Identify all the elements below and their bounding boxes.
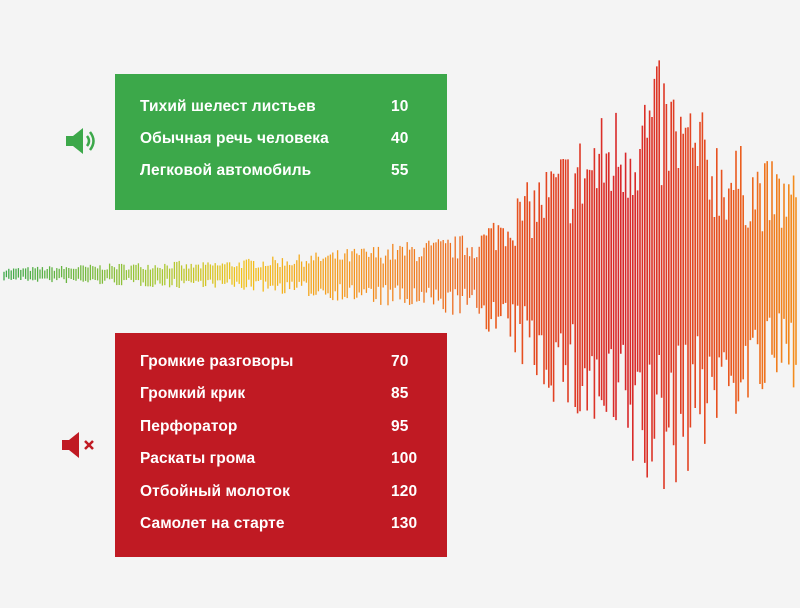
sound-label: Отбойный молоток xyxy=(140,482,290,500)
sound-label: Тихий шелест листьев xyxy=(140,98,316,115)
sound-row: Перфоратор 95 xyxy=(115,418,447,450)
sound-row: Тихий шелест листьев 10 xyxy=(115,98,447,130)
sound-value: 130 xyxy=(391,514,418,532)
sound-row: Обычная речь человека 40 xyxy=(115,130,447,162)
sound-value: 95 xyxy=(391,417,409,435)
sound-row: Легковой автомобиль 55 xyxy=(115,162,447,194)
sound-label: Громкий крик xyxy=(140,385,246,403)
sound-value: 85 xyxy=(391,385,409,403)
sound-row: Раскаты грома 100 xyxy=(115,450,447,482)
sound-value: 70 xyxy=(391,353,409,370)
quiet-sounds-panel: Тихий шелест листьев 10 Обычная речь чел… xyxy=(115,74,447,210)
sound-label: Громкие разговоры xyxy=(140,353,294,370)
loud-sounds-panel: Громкие разговоры 70 Громкий крик 85 Пер… xyxy=(115,333,447,557)
sound-row: Самолет на старте 130 xyxy=(115,515,447,547)
sound-value: 40 xyxy=(391,130,409,147)
sound-value: 55 xyxy=(391,162,409,179)
sound-label: Раскаты грома xyxy=(140,450,256,468)
speaker-muted-icon xyxy=(62,432,94,458)
sound-row: Громкий крик 85 xyxy=(115,385,447,417)
sound-value: 100 xyxy=(391,450,418,468)
sound-row: Отбойный молоток 120 xyxy=(115,483,447,515)
sound-label: Самолет на старте xyxy=(140,514,285,532)
sound-value: 10 xyxy=(391,98,409,115)
sound-value: 120 xyxy=(391,482,418,500)
speaker-sound-icon xyxy=(66,128,95,154)
sound-row: Громкие разговоры 70 xyxy=(115,353,447,385)
sound-label: Обычная речь человека xyxy=(140,130,329,147)
sound-label: Легковой автомобиль xyxy=(140,162,312,179)
sound-label: Перфоратор xyxy=(140,417,238,435)
waveform-bars xyxy=(3,60,797,489)
